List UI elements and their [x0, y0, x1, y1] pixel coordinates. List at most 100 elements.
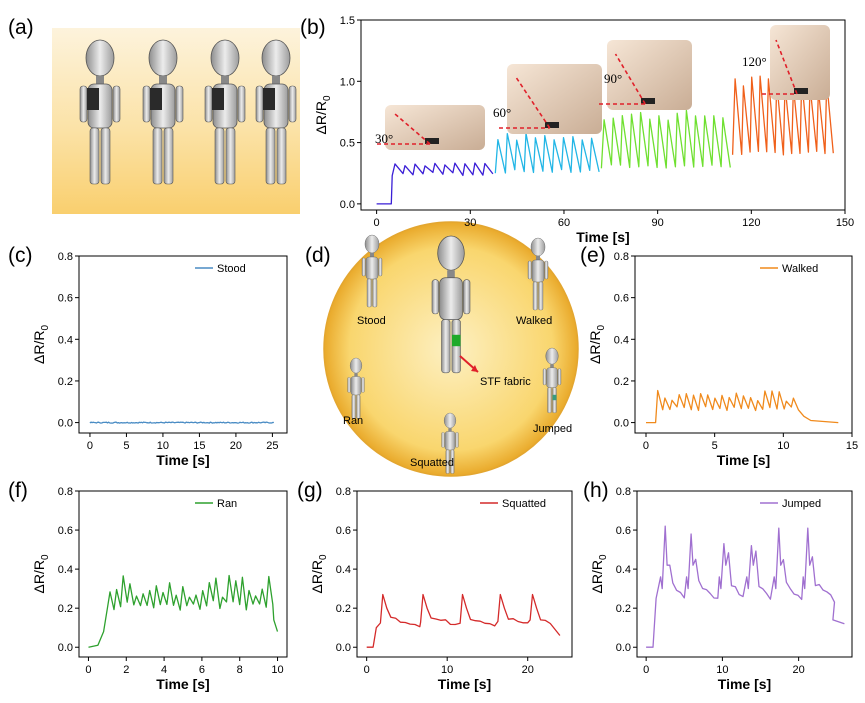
angle-label: 60°	[493, 105, 511, 120]
x-axis-label: Time [s]	[718, 676, 771, 692]
label-ran: Ran	[343, 415, 363, 427]
y-axis-label-main: ΔR/R	[587, 331, 603, 364]
black-vest	[87, 88, 99, 110]
panel-label-c: (c)	[8, 244, 33, 267]
label-walked: Walked	[516, 315, 552, 327]
robot-2	[142, 39, 184, 185]
plot-frame	[78, 490, 288, 658]
x-tick-label: 60	[558, 217, 570, 229]
panel-label-a: (a)	[8, 16, 34, 39]
x-tick-label: 15	[193, 440, 205, 452]
robot-3	[204, 39, 246, 185]
plot-frame	[78, 255, 288, 434]
legend-label: Squatted	[502, 498, 546, 510]
robot-left-leg	[532, 281, 538, 311]
robot-left-arm	[431, 279, 439, 315]
y-axis-label-main: ΔR/R	[589, 560, 605, 593]
angle-guide-arm	[515, 77, 551, 129]
y-tick-label: 0.6	[58, 293, 73, 305]
plot-frame	[360, 19, 846, 211]
label-jumped: Jumped	[533, 423, 572, 435]
y-tick-label: 0.4	[336, 564, 351, 576]
robot-neck	[448, 428, 452, 432]
robot-head	[85, 39, 115, 77]
x-axis-label: Time [s]	[717, 452, 770, 468]
robot-right-leg	[451, 319, 461, 374]
robot-left-arm	[255, 85, 264, 123]
y-tick-label: 0.8	[616, 486, 631, 498]
y-tick-label: 0.5	[340, 138, 355, 150]
robot-left-leg	[89, 127, 100, 185]
series-line	[89, 421, 274, 424]
robot-neck	[96, 76, 104, 84]
plot-frame	[356, 490, 573, 658]
x-tick-label: 0	[87, 440, 93, 452]
series-line	[646, 389, 839, 424]
y-axis-label: ΔR/R0	[31, 325, 51, 364]
robot-neck	[447, 270, 455, 278]
robot-left-leg	[445, 449, 450, 474]
angle-guide-arm	[614, 53, 646, 105]
y-axis-label-group: ΔR/R0	[587, 325, 607, 364]
robot-right-leg	[552, 387, 557, 413]
sensor-patch	[545, 122, 559, 128]
robot-left-leg	[547, 387, 552, 413]
y-tick-label: 0.4	[58, 564, 73, 576]
x-tick-label: 20	[793, 664, 805, 676]
x-tick-label: 10	[441, 664, 453, 676]
y-axis-label-group: ΔR/R0	[31, 554, 51, 593]
y-tick-label: 1.0	[340, 76, 355, 88]
robot-torso	[350, 376, 362, 396]
robot-neck	[370, 253, 374, 257]
robot-right-arm	[544, 260, 549, 280]
y-axis-label-subscript: 0	[596, 325, 607, 331]
robot-neck	[272, 76, 280, 84]
y-tick-label: 0.4	[614, 334, 629, 346]
robot-jumped	[542, 347, 562, 413]
x-tick-label: 15	[846, 440, 858, 452]
series-line-0	[376, 162, 494, 205]
robot-left-leg	[152, 127, 163, 185]
x-tick-label: 10	[716, 664, 728, 676]
y-axis-label: ΔR/R0	[587, 325, 607, 364]
x-tick-label: 20	[230, 440, 242, 452]
robot-left-leg	[214, 127, 225, 185]
label-squatted: Squatted	[410, 457, 454, 469]
robot-right-arm	[463, 279, 471, 315]
label-stf-fabric: STF fabric	[480, 376, 531, 388]
y-tick-label: 0.4	[616, 564, 631, 576]
x-tick-label: 4	[161, 664, 167, 676]
robot-left-arm	[527, 260, 532, 280]
legend-label: Walked	[782, 263, 818, 275]
x-axis-label: Time [s]	[576, 229, 629, 245]
robot-right-arm	[361, 377, 365, 393]
robot-right-arm	[288, 85, 297, 123]
x-tick-label: 10	[157, 440, 169, 452]
angle-label: 30°	[375, 131, 393, 146]
robot-right-leg	[356, 394, 361, 419]
robot-left-arm	[542, 368, 547, 386]
series-line	[366, 593, 561, 648]
robot-right-arm	[557, 368, 562, 386]
plot-frame	[636, 490, 853, 658]
robot-right-arm	[455, 432, 459, 448]
y-tick-label: 0.0	[614, 418, 629, 430]
robot-left-arm	[441, 432, 445, 448]
x-tick-label: 150	[836, 217, 854, 229]
robot-torso	[365, 256, 379, 280]
y-tick-label: 0.2	[58, 376, 73, 388]
stf-arrow-head	[471, 365, 478, 372]
legend-label: Ran	[217, 498, 237, 510]
x-tick-label: 5	[712, 440, 718, 452]
robot-right-leg	[538, 281, 544, 311]
label-stood: Stood	[357, 315, 386, 327]
panel-label-g: (g)	[297, 479, 323, 502]
x-axis-label: Time [s]	[156, 676, 209, 692]
y-axis-label-main: ΔR/R	[313, 101, 329, 134]
y-axis-label: ΔR/R0	[313, 95, 333, 134]
y-axis-label-group: ΔR/R0	[309, 554, 329, 593]
